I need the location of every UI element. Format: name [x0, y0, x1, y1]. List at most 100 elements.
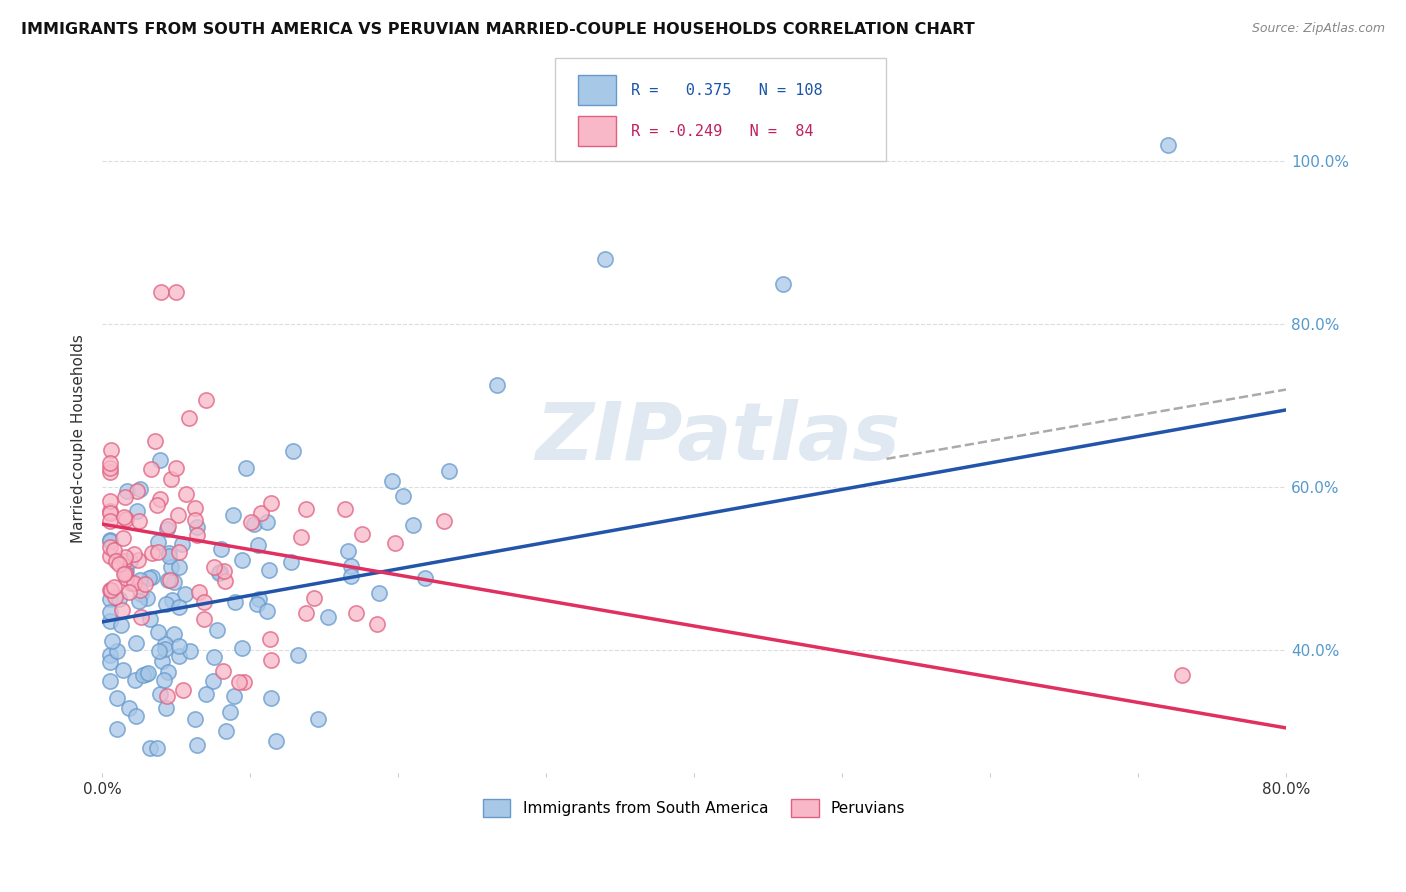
Point: [136, 665, 159, 680]
Point: [139, 612, 162, 626]
Point: [231, 553, 253, 567]
Point: [211, 664, 233, 678]
Point: [772, 277, 794, 291]
Point: [98, 549, 121, 563]
Point: [129, 483, 152, 497]
Point: [100, 615, 122, 629]
Point: [117, 584, 139, 599]
Point: [111, 664, 134, 678]
Point: [98, 506, 121, 520]
Point: [184, 513, 207, 527]
Point: [302, 591, 325, 606]
Point: [232, 674, 254, 689]
Point: [104, 554, 127, 568]
Point: [264, 734, 287, 748]
Y-axis label: Married-couple Households: Married-couple Households: [72, 334, 86, 543]
Point: [202, 674, 225, 689]
Point: [138, 571, 160, 585]
Point: [256, 515, 278, 529]
Point: [98, 515, 121, 529]
Point: [157, 549, 180, 564]
Point: [173, 587, 195, 601]
Point: [114, 490, 136, 504]
Point: [115, 484, 138, 499]
Point: [209, 542, 232, 557]
Point: [163, 574, 186, 589]
Point: [112, 510, 135, 524]
Point: [98, 534, 121, 549]
Point: [107, 690, 129, 705]
Point: [1171, 668, 1194, 682]
Point: [167, 600, 190, 615]
Point: [167, 648, 190, 663]
Point: [156, 522, 179, 536]
Point: [167, 560, 190, 574]
Point: [98, 494, 121, 508]
Point: [179, 410, 201, 425]
Point: [294, 501, 316, 516]
Point: [231, 640, 253, 655]
Point: [307, 712, 329, 726]
Point: [193, 612, 215, 626]
Point: [318, 609, 340, 624]
Point: [98, 591, 121, 606]
Point: [595, 252, 617, 266]
Point: [118, 554, 141, 568]
Text: Source: ZipAtlas.com: Source: ZipAtlas.com: [1251, 22, 1385, 36]
Point: [246, 597, 269, 611]
Point: [153, 637, 176, 651]
Point: [150, 654, 173, 668]
Point: [100, 442, 122, 457]
Point: [146, 741, 169, 756]
Point: [146, 535, 169, 549]
Point: [98, 465, 121, 479]
Point: [247, 538, 270, 552]
Point: [98, 504, 121, 518]
Point: [165, 285, 187, 299]
Point: [153, 642, 176, 657]
Point: [205, 623, 228, 637]
Point: [235, 461, 257, 475]
Point: [260, 653, 283, 667]
Point: [156, 689, 179, 703]
Point: [202, 649, 225, 664]
Point: [146, 498, 169, 512]
Point: [219, 705, 242, 719]
Point: [125, 484, 148, 499]
Point: [101, 633, 124, 648]
Point: [124, 673, 146, 687]
Point: [228, 675, 250, 690]
Point: [122, 575, 145, 590]
Point: [150, 285, 173, 299]
Point: [112, 531, 135, 545]
Point: [336, 543, 359, 558]
Point: [129, 573, 152, 587]
Point: [156, 665, 179, 680]
Point: [260, 496, 283, 510]
Point: [157, 518, 180, 533]
Point: [160, 559, 183, 574]
Point: [98, 582, 121, 597]
Point: [184, 713, 207, 727]
Point: [129, 587, 152, 601]
Point: [184, 500, 207, 515]
Point: [402, 517, 425, 532]
Point: [159, 574, 181, 588]
Point: [111, 602, 134, 616]
Point: [103, 580, 125, 594]
Point: [98, 656, 121, 670]
Point: [186, 738, 208, 752]
Point: [339, 569, 361, 583]
Point: [280, 555, 302, 569]
Point: [125, 709, 148, 723]
Point: [149, 687, 172, 701]
Point: [222, 690, 245, 704]
Point: [163, 627, 186, 641]
Point: [103, 542, 125, 557]
Point: [165, 461, 187, 475]
Point: [141, 461, 163, 475]
Point: [195, 688, 218, 702]
Point: [166, 508, 188, 522]
Point: [100, 583, 122, 598]
Point: [202, 559, 225, 574]
